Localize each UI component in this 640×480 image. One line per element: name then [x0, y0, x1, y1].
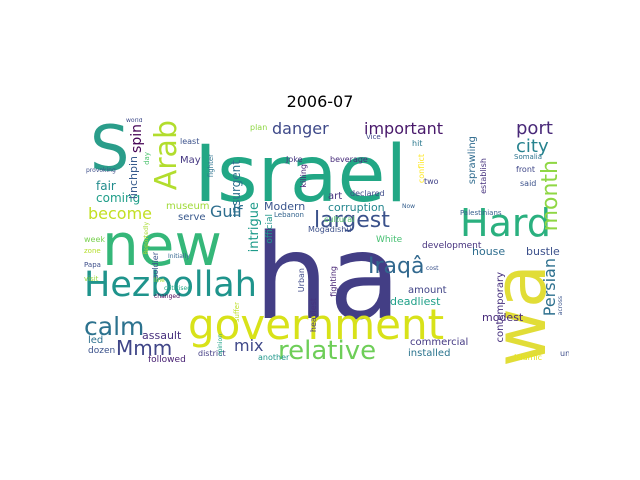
word-dozen: dozen: [88, 346, 116, 356]
word-beverage: beverage: [330, 155, 368, 164]
word-deadliest: deadliest: [390, 295, 441, 308]
word-corruption: corruption: [328, 201, 385, 214]
word-opinion: opinion: [217, 334, 224, 357]
word-insurgent: insurgent: [229, 160, 243, 217]
word-modest: modest: [482, 311, 524, 324]
word-mogadishu: Mogadishu: [308, 225, 352, 234]
word-soldier: soldier: [151, 252, 160, 279]
word-line: line: [154, 277, 165, 284]
chart-title: 2006-07: [286, 92, 354, 111]
word-calm: calm: [84, 312, 145, 341]
word-mix: mix: [234, 336, 264, 355]
word-zone: zone: [84, 247, 101, 255]
word-followed: followed: [148, 355, 186, 365]
word-establish: establish: [479, 158, 488, 194]
word-amount: amount: [408, 285, 447, 296]
word-killing: killing: [299, 164, 308, 188]
word-led: led: [88, 335, 104, 346]
word-hard: Hard: [460, 201, 551, 245]
word-museum: museum: [166, 201, 210, 212]
word-islamic: Islamic: [514, 353, 543, 362]
word-commercial: commercial: [410, 337, 469, 348]
word-un: un: [560, 349, 569, 358]
word-fighter: fighter: [207, 154, 215, 178]
word-persian: Persian: [540, 258, 559, 317]
word-linchpin: linchpin: [127, 156, 140, 200]
word-white: White: [376, 235, 403, 245]
word-modern: Modern: [264, 200, 306, 213]
word-spin: spin: [129, 124, 145, 153]
word-plan: plan: [250, 123, 268, 132]
word-changed: changed: [154, 293, 180, 300]
word-sprawling: sprawling: [467, 136, 478, 185]
word-suffer: suffer: [233, 302, 241, 323]
word-bustle: bustle: [526, 245, 560, 258]
word-israel: Israel: [194, 130, 408, 220]
word-ha: ha: [254, 208, 402, 346]
word-cost: cost: [426, 265, 439, 272]
word-provoking: provoking: [86, 167, 116, 174]
word-city: city: [516, 136, 549, 157]
word-fair: fair: [96, 179, 116, 193]
word-district: district: [198, 349, 226, 358]
word-month: month: [538, 160, 563, 232]
word-important: important: [364, 119, 444, 138]
word-joke: Joke: [286, 155, 303, 164]
word-heaviest: heaviest: [309, 298, 318, 333]
word-arab: Arab: [149, 120, 184, 191]
word-front: front: [516, 165, 536, 174]
word-danger: danger: [272, 119, 329, 138]
word-now: Now: [402, 203, 416, 210]
word-gulf: Gulf: [210, 202, 243, 221]
word-relative: relative: [278, 336, 377, 365]
word-palestinians: Palestinians: [460, 209, 502, 217]
word-papa: Papa: [84, 261, 101, 269]
word-declared: declared: [350, 189, 385, 198]
word-assault: assault: [142, 329, 182, 342]
word-s: S: [90, 118, 130, 185]
word-vice: Vice: [366, 133, 381, 141]
word-contemporary: contemporary: [495, 272, 506, 343]
word-world: world: [126, 118, 143, 124]
word-port: port: [516, 118, 553, 139]
word-government: government: [188, 300, 445, 349]
word-urban: Urban: [297, 268, 306, 293]
word-somalia: Somalia: [514, 153, 543, 161]
word-week: week: [84, 235, 106, 244]
word-across: across: [557, 296, 564, 316]
word-installed: installed: [408, 348, 451, 359]
word-another: another: [258, 353, 290, 362]
word-may: May: [180, 155, 201, 166]
word-initially: Initially: [168, 253, 190, 260]
word-visit: visit: [84, 275, 99, 283]
word-said: said: [520, 179, 537, 188]
word-house: house: [472, 245, 506, 258]
word-cultural: cultural: [324, 215, 355, 224]
word-new: new: [102, 211, 222, 279]
word-two: two: [424, 177, 439, 186]
word-coming: coming: [96, 191, 141, 205]
word-criticised: criticised: [164, 285, 192, 292]
word-art: art: [328, 191, 343, 202]
word-serve: serve: [178, 212, 206, 223]
word-hezbollah: Hezbollah: [84, 265, 257, 305]
word-fighting: fighting: [329, 266, 338, 297]
word-cloud: Israel new ha wa S government Hezbollah …: [82, 118, 569, 365]
word-largest: largest: [314, 208, 390, 233]
word-iraqa: Iraqâ: [368, 254, 425, 279]
word-lebanon: Lebanon: [274, 211, 304, 219]
word-day: day: [143, 152, 151, 165]
word-development: development: [422, 241, 482, 251]
word-become: become: [88, 204, 153, 223]
word-hit: hit: [412, 139, 423, 148]
word-least: least: [180, 137, 200, 146]
word-intrigue: intrigue: [247, 202, 262, 253]
word-mmm: Mmm: [116, 336, 173, 360]
word-reportedly: Reportedly: [143, 222, 150, 255]
